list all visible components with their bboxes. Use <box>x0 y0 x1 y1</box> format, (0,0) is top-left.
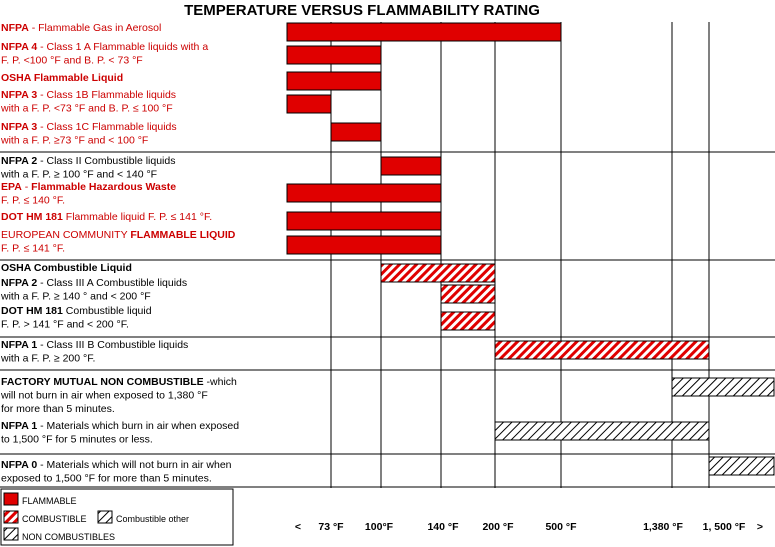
bar-combustible <box>380 263 496 283</box>
row-label: NFPA 1 - Materials which burn in air whe… <box>1 420 239 432</box>
bar-flammable <box>330 122 382 142</box>
legend-label: NON COMBUSTIBLES <box>22 532 115 542</box>
row-label: NFPA 3 - Class 1C Flammable liquids <box>1 121 177 133</box>
x-tick-label: 140 °F <box>427 521 459 533</box>
bar-combustible <box>440 284 496 304</box>
legend-label: COMBUSTIBLE <box>22 514 87 524</box>
row-label: DOT HM 181 Flammable liquid F. P. ≤ 141 … <box>1 211 212 223</box>
row-label: with a F. P. ≥73 °F and < 100 °F <box>0 135 148 147</box>
legend-swatch-combustible_other <box>97 510 113 524</box>
row-label: with a F. P. ≥ 100 °F and < 140 °F <box>0 169 157 181</box>
bar-non_combustible <box>671 377 775 397</box>
bar-combustible <box>494 340 710 360</box>
x-tick-label: 500 °F <box>545 521 577 533</box>
legend-swatch-non_combustible <box>3 527 19 541</box>
row-label: with a F. P. <73 °F and B. P. ≤ 100 °F <box>0 103 173 115</box>
row-label: with a F. P. ≥ 200 °F. <box>0 353 95 365</box>
row-label: OSHA Combustible Liquid <box>1 262 132 274</box>
x-tick-label: 1, 500 °F <box>703 521 746 533</box>
bar-combustible <box>440 311 496 331</box>
x-axis-tick-labels: <73 °F 100°F 140 °F 200 °F 500 °F 1,380 °F 1, … <box>295 521 763 533</box>
x-tick-label: 73 °F <box>318 521 344 533</box>
legend-label: Combustible other <box>116 514 189 524</box>
row-label: NFPA 2 - Class II Combustible liquids <box>1 155 175 167</box>
row-label: NFPA 1 - Class III B Combustible liquids <box>1 339 188 351</box>
bars <box>286 22 775 476</box>
bar-non_combustible <box>708 456 775 476</box>
row-label: NFPA - Flammable Gas in Aerosol <box>1 22 161 34</box>
legend-box <box>0 488 234 546</box>
legend-label: FLAMMABLE <box>22 496 77 506</box>
bar-combustible_other <box>494 421 710 441</box>
x-tick-label: > <box>757 521 763 533</box>
row-label: FACTORY MUTUAL NON COMBUSTIBLE -which <box>1 376 237 388</box>
row-label: EUROPEAN COMMUNITY FLAMMABLE LIQUID <box>1 229 236 241</box>
legend: FLAMMABLE COMBUSTIBLE Combustible otherNON… <box>0 488 234 546</box>
row-label: NFPA 2 - Class III A Combustible liquids <box>1 277 187 289</box>
row-label: NFPA 4 - Class 1 A Flammable liquids wit… <box>1 41 208 53</box>
legend-swatch-combustible <box>3 510 19 524</box>
bar-flammable <box>286 94 332 114</box>
bar-flammable <box>286 22 562 42</box>
bar-flammable <box>286 71 382 91</box>
row-label: NFPA 3 - Class 1B Flammable liquids <box>1 89 176 101</box>
bar-flammable <box>286 183 442 203</box>
row-label: F. P. <100 °F and B. P. < 73 °F <box>1 55 143 67</box>
row-label: to 1,500 °F for 5 minutes or less. <box>1 434 153 446</box>
x-tick-label: 200 °F <box>482 521 514 533</box>
bar-flammable <box>286 235 442 255</box>
row-label: exposed to 1,500 °F for more than 5 minu… <box>1 473 212 485</box>
x-tick-label: < <box>295 521 301 533</box>
row-label: OSHA Flammable Liquid <box>1 72 123 84</box>
group-separators <box>0 151 775 488</box>
row-label: F. P. > 141 °F and < 200 °F. <box>1 319 129 331</box>
legend-swatch-flammable <box>3 492 19 506</box>
x-tick-label: 100°F <box>365 521 394 533</box>
row-label: with a F. P. ≥ 140 ° and < 200 °F <box>0 291 151 303</box>
row-labels: NFPA - Flammable Gas in Aerosol NFPA 4 - … <box>0 22 239 485</box>
bar-flammable <box>286 211 442 231</box>
x-tick-label: 1,380 °F <box>643 521 683 533</box>
row-label: DOT HM 181 Combustible liquid <box>1 305 152 317</box>
chart-title: TEMPERATURE VERSUS FLAMMABILITY RATING <box>184 2 540 19</box>
bar-flammable <box>380 156 442 176</box>
row-label: for more than 5 minutes. <box>1 403 115 415</box>
row-label: EPA - Flammable Hazardous Waste <box>1 181 176 193</box>
row-label: F. P. ≤ 140 °F. <box>1 195 65 207</box>
row-label: NFPA 0 - Materials which will not burn i… <box>1 459 232 471</box>
row-label: F. P. ≤ 141 °F. <box>1 243 65 255</box>
row-label: will not burn in air when exposed to 1,3… <box>0 390 208 402</box>
bar-flammable <box>286 45 382 65</box>
